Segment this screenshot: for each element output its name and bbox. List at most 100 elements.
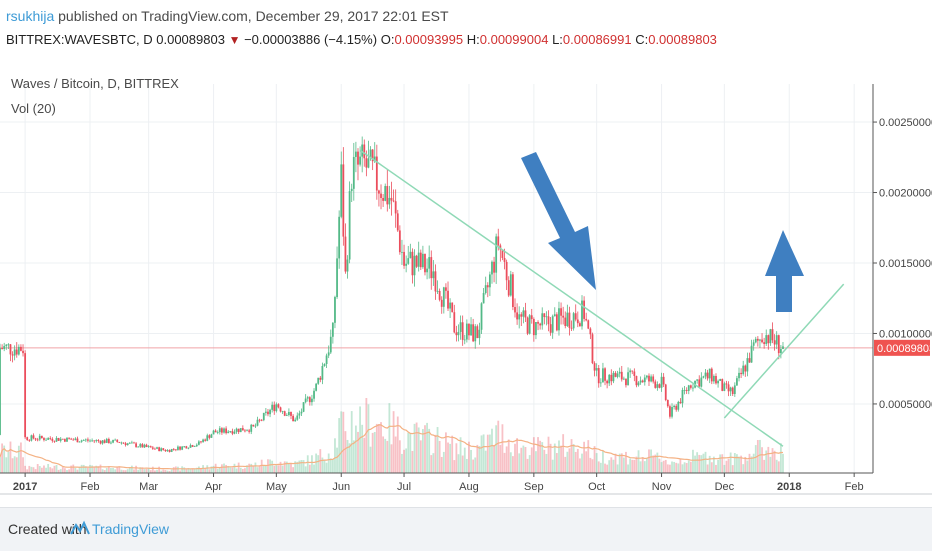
volume-bar <box>323 459 326 473</box>
volume-bar <box>340 411 343 473</box>
candle-body <box>239 428 242 433</box>
volume-bar <box>361 424 364 473</box>
candle-body <box>417 252 420 267</box>
candle-body <box>241 428 244 431</box>
candle-body <box>319 377 322 380</box>
volume-bar <box>610 457 613 473</box>
candle-body <box>116 439 119 442</box>
volume-bar <box>162 469 165 473</box>
volume-bar <box>206 465 209 473</box>
volume-bar <box>59 469 62 473</box>
volume-bar <box>643 461 646 473</box>
volume-bar <box>547 436 550 473</box>
volume-bar <box>373 431 376 473</box>
volume-bar <box>99 464 102 473</box>
candle-body <box>183 446 186 448</box>
volume-bar <box>606 464 609 473</box>
candle-body <box>170 449 173 452</box>
candle-body <box>704 372 707 377</box>
volume-bar <box>723 464 726 473</box>
volume-bar <box>290 463 292 473</box>
candle-body <box>311 398 313 403</box>
candle-body <box>729 387 732 392</box>
candle-body <box>430 257 433 279</box>
candle-body <box>457 331 460 336</box>
volume-bar <box>572 444 575 473</box>
volume-bar <box>451 435 454 473</box>
candle-body <box>80 440 83 442</box>
volume-bar <box>585 451 588 473</box>
candle-body <box>403 251 405 266</box>
candle-body <box>570 327 573 329</box>
volume-bar <box>777 461 780 473</box>
candle-body <box>664 384 667 401</box>
candle-body <box>346 259 349 272</box>
volume-bar <box>685 463 688 473</box>
volume-bar <box>315 453 318 473</box>
volume-indicator-label[interactable]: Vol (20) <box>11 101 56 116</box>
candle-body <box>279 407 282 412</box>
candle-body <box>11 354 14 356</box>
candle-body <box>589 328 592 335</box>
price-chart[interactable]: 0.00250000 0.00200000 0.00150000 0.00100000… <box>0 54 932 507</box>
candle-body <box>777 335 780 354</box>
candle-body <box>277 404 280 408</box>
candle-body <box>679 401 682 404</box>
volume-bar <box>683 462 686 473</box>
candle-body <box>101 440 104 444</box>
high-label: H: <box>466 32 480 47</box>
candle-body <box>625 378 627 386</box>
candle-body <box>107 438 110 444</box>
candle-body <box>725 383 728 385</box>
volume-bar <box>530 447 533 473</box>
volume-bar <box>388 403 391 473</box>
candle-body <box>409 251 412 259</box>
volume-bar <box>570 439 573 473</box>
volume-bar <box>273 465 276 473</box>
candle-body <box>530 315 533 320</box>
candle-body <box>591 334 594 364</box>
candle-body <box>294 419 297 422</box>
volume-bar <box>421 428 424 473</box>
candle-body <box>283 411 286 416</box>
volume-bar <box>149 470 152 473</box>
candle-body <box>187 447 190 449</box>
volume-bar <box>225 464 228 473</box>
volume-bar <box>532 437 535 473</box>
volume-bar <box>482 434 485 473</box>
volume-bar <box>562 434 565 473</box>
volume-bar <box>187 467 190 473</box>
author-link[interactable]: rsukhija <box>6 8 55 24</box>
volume-bar <box>348 443 351 473</box>
candle-body <box>68 437 70 439</box>
volume-bar <box>633 459 636 473</box>
volume-bar <box>754 445 757 473</box>
tradingview-brand[interactable]: TradingView <box>92 521 170 537</box>
volume-bar <box>635 456 638 473</box>
volume-bar <box>1 443 3 473</box>
volume-bar <box>599 462 602 473</box>
volume-bar <box>579 458 581 473</box>
candle-body <box>20 346 22 351</box>
candle-body <box>212 430 215 435</box>
candle-body <box>378 190 380 194</box>
candle-body <box>759 339 761 341</box>
volume-bar <box>769 456 772 473</box>
candle-body <box>698 379 701 387</box>
candle-body <box>775 335 778 345</box>
tradingview-logo-icon[interactable] <box>70 520 90 536</box>
volume-bar <box>576 448 579 473</box>
candle-body <box>558 308 560 331</box>
candle-body <box>315 383 318 391</box>
volume-bar <box>20 442 22 473</box>
volume-bar <box>137 469 140 473</box>
trendline <box>723 283 845 419</box>
candle-body <box>221 428 223 433</box>
candle-body <box>744 365 747 372</box>
symbol-label: BITTREX:WAVESBTC, D <box>6 32 153 47</box>
candle-body <box>262 412 265 421</box>
candle-body <box>620 371 623 380</box>
volume-bar <box>386 440 389 473</box>
volume-bar <box>36 464 39 473</box>
volume-bar <box>325 462 328 473</box>
